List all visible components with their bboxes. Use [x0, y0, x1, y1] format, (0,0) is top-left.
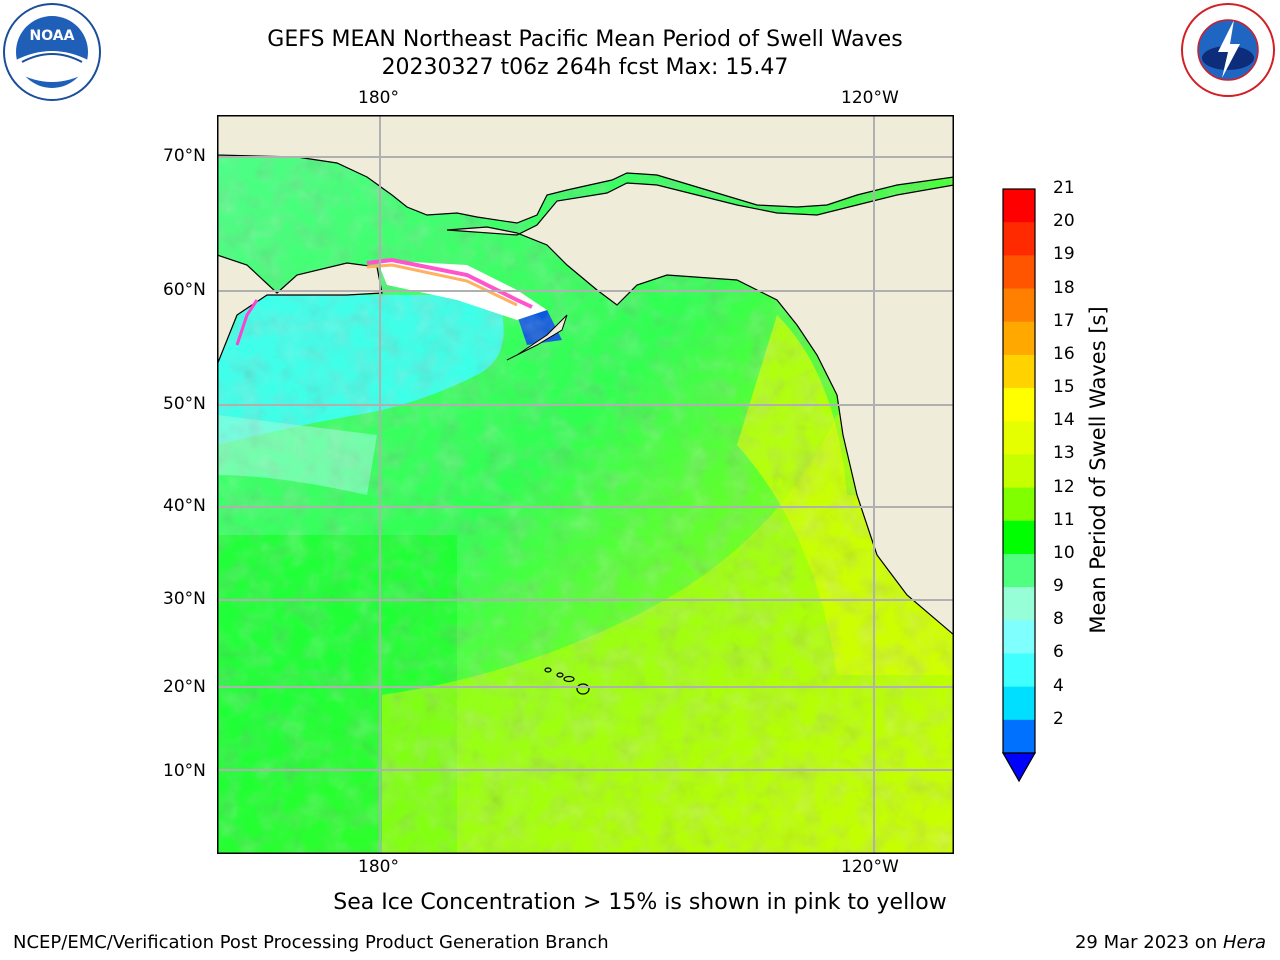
colorbar-tick-21: 21 [1053, 178, 1075, 198]
colorbar-tick-4: 4 [1053, 675, 1064, 696]
colorbar-tick-11: 11 [1053, 509, 1075, 530]
colorbar-tick-12: 12 [1053, 476, 1075, 497]
colorbar-bin-1 [1003, 222, 1035, 256]
colorbar-bin-8 [1003, 454, 1035, 489]
colorbar [1001, 188, 1037, 783]
colorbar-tick-9: 9 [1053, 576, 1064, 597]
chart-title: GEFS MEAN Northeast Pacific Mean Period … [267, 27, 903, 52]
lon-tick-bottom-180: 180° [358, 857, 399, 877]
colorbar-bin-16 [1003, 719, 1035, 754]
footer-date-text: 29 Mar 2023 on [1074, 932, 1223, 953]
graticule [217, 115, 954, 854]
colorbar-bin-10 [1003, 520, 1035, 555]
footer-date: 29 Mar 2023 on Hera [1075, 932, 1266, 953]
lat-tick-20n: 20°N [163, 677, 206, 697]
colorbar-tick-10: 10 [1053, 542, 1075, 563]
colorbar-bin-13 [1003, 620, 1035, 654]
colorbar-title: Mean Period of Swell Waves [s] [1086, 306, 1110, 634]
colorbar-bin-4 [1003, 321, 1035, 356]
lat-tick-40n: 40°N [163, 496, 206, 516]
colorbar-bin-2 [1003, 255, 1035, 290]
lat-tick-70n: 70°N [163, 146, 206, 166]
colorbar-tick-17: 17 [1053, 310, 1075, 331]
swell-period-map [217, 115, 954, 854]
colorbar-tick-13: 13 [1053, 443, 1075, 464]
svg-text:NOAA: NOAA [30, 28, 75, 44]
colorbar-bin-11 [1003, 553, 1035, 588]
colorbar-bin-6 [1003, 388, 1035, 422]
nws-logo [1178, 0, 1278, 100]
colorbar-bin-7 [1003, 421, 1035, 455]
colorbar-bin-12 [1003, 587, 1035, 621]
chart-subtitle: 20230327 t06z 264h fcst Max: 15.47 [381, 55, 789, 80]
colorbar-tick-6: 6 [1053, 642, 1064, 663]
hawaii-islands [544, 667, 590, 695]
colorbar-tick-20: 20 [1053, 211, 1075, 232]
noaa-logo: NOAA [2, 2, 102, 102]
lon-tick-top-180: 180° [358, 88, 399, 108]
lon-tick-bottom-120w: 120°W [841, 857, 899, 877]
lat-tick-30n: 30°N [163, 589, 206, 609]
colorbar-tick-18: 18 [1053, 277, 1075, 298]
colorbar-bin-0 [1003, 189, 1035, 223]
footer-credit: NCEP/EMC/Verification Post Processing Pr… [13, 932, 609, 953]
lat-tick-10n: 10°N [163, 761, 206, 781]
colorbar-bin-5 [1003, 354, 1035, 389]
sea-ice-note: Sea Ice Concentration > 15% is shown in … [333, 890, 947, 915]
colorbar-tick-8: 8 [1053, 609, 1064, 630]
colorbar-bin-3 [1003, 288, 1035, 323]
footer-host: Hera [1222, 932, 1266, 953]
colorbar-bin-9 [1003, 487, 1035, 522]
colorbar-bin-14 [1003, 653, 1035, 688]
colorbar-tick-16: 16 [1053, 343, 1075, 364]
colorbar-tick-19: 19 [1053, 244, 1075, 265]
colorbar-tick-15: 15 [1053, 377, 1075, 398]
lat-tick-60n: 60°N [163, 280, 206, 300]
lat-tick-50n: 50°N [163, 394, 206, 414]
colorbar-tick-2: 2 [1053, 708, 1064, 729]
lon-tick-top-120w: 120°W [841, 88, 899, 108]
colorbar-tick-14: 14 [1053, 410, 1075, 431]
colorbar-bin-15 [1003, 686, 1035, 721]
